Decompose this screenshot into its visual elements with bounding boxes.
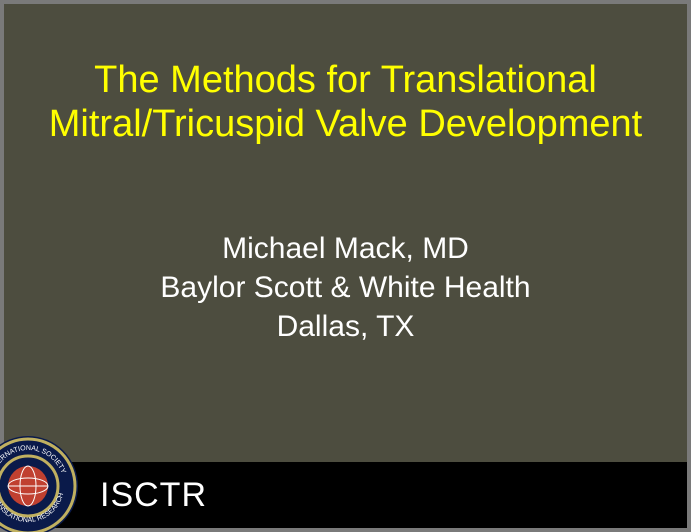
slide-title: The Methods for Translational Mitral/Tri… [4,59,687,146]
org-abbreviation: ISCTR [100,476,207,515]
author-block: Michael Mack, MD Baylor Scott & White He… [4,229,687,346]
author-affiliation: Baylor Scott & White Health [4,268,687,307]
presentation-slide: The Methods for Translational Mitral/Tri… [0,0,691,532]
author-location: Dallas, TX [4,307,687,346]
author-name: Michael Mack, MD [4,229,687,268]
slide-footer: INTERNATIONAL SOCIETY TRANSLATIONAL RESE… [4,462,687,528]
org-seal-icon: INTERNATIONAL SOCIETY TRANSLATIONAL RESE… [0,434,80,532]
